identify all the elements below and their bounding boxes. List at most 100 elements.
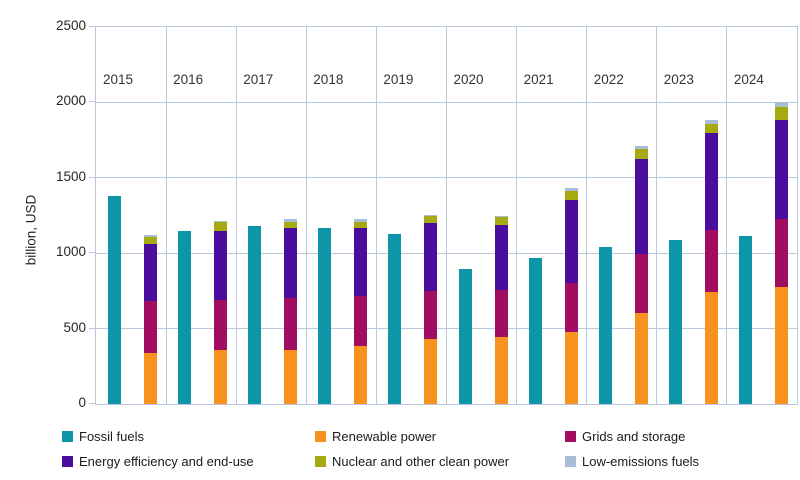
segment-low-emissions-fuels-2018 (354, 219, 368, 222)
segment-renewable-power-2015 (144, 353, 157, 404)
y-tick-label: 1500 (55, 168, 86, 184)
bar-clean-2016 (214, 220, 228, 404)
y-tick-label: 2500 (55, 18, 86, 33)
bar-clean-2019 (424, 214, 438, 404)
year-label: 2017 (243, 72, 274, 87)
y-axis-tick (89, 327, 95, 329)
segment-nuclear-and-other-clean-power-2018 (354, 221, 368, 229)
segment-low-emissions-fuels-2017 (284, 219, 298, 222)
legend-label: Grids and storage (582, 429, 686, 444)
year-label: 2022 (593, 72, 624, 87)
y-tick-label: 500 (63, 319, 86, 335)
segment-nuclear-and-other-clean-power-2024 (774, 106, 788, 120)
legend-label: Low-emissions fuels (582, 454, 700, 469)
bar-clean-2015 (144, 235, 157, 404)
y-axis-tick (89, 252, 95, 254)
segment-grids-and-storage-2022 (634, 253, 648, 313)
gridline-vertical (656, 27, 658, 404)
segment-low-emissions-fuels-2022 (634, 146, 648, 150)
gridline-vertical (516, 27, 518, 404)
gridline-vertical (235, 27, 237, 404)
bar-fossil-2021 (528, 258, 542, 404)
bar-fossil-2020 (458, 269, 472, 404)
gridline-vertical (586, 27, 588, 404)
y-tick-label: 2000 (55, 93, 86, 109)
segment-energy-efficiency-and-end-use-2019 (424, 223, 438, 291)
segment-low-emissions-fuels-2021 (564, 187, 578, 191)
segment-grids-and-storage-2019 (424, 290, 438, 340)
segment-renewable-power-2018 (354, 345, 368, 404)
y-axis-tick (89, 176, 95, 178)
segment-low-emissions-fuels-2019 (424, 214, 438, 217)
y-axis-tick (89, 403, 95, 404)
bar-fossil-2024 (738, 235, 752, 404)
segment-renewable-power-2022 (634, 312, 648, 404)
bar-clean-2022 (634, 146, 648, 404)
segment-grids-and-storage-2020 (494, 290, 508, 337)
bar-fossil-2016 (178, 231, 192, 404)
bar-fossil-2018 (318, 227, 332, 404)
segment-renewable-power-2021 (564, 332, 578, 404)
segment-nuclear-and-other-clean-power-2016 (214, 222, 228, 231)
legend-item-renewable-power: Renewable power (315, 429, 436, 444)
bar-clean-2021 (564, 187, 578, 404)
year-label: 2021 (523, 72, 554, 87)
segment-low-emissions-fuels-2024 (774, 102, 788, 107)
legend-item-low-emissions-fuels: Low-emissions fuels (565, 454, 699, 469)
segment-renewable-power-2020 (494, 336, 508, 404)
y-axis-tick (89, 26, 95, 27)
segment-energy-efficiency-and-end-use-2018 (354, 228, 368, 297)
legend-item-fossil-fuels: Fossil fuels (62, 429, 144, 444)
y-tick-label: 0 (78, 395, 86, 410)
year-label: 2020 (453, 72, 484, 87)
segment-energy-efficiency-and-end-use-2022 (634, 158, 648, 254)
legend-swatch-renewable-power (315, 431, 326, 442)
bar-clean-2020 (494, 215, 508, 404)
bar-clean-2024 (774, 102, 788, 404)
year-label: 2015 (103, 72, 134, 87)
year-label: 2016 (173, 72, 204, 87)
legend-label: Fossil fuels (79, 429, 145, 444)
bar-clean-2018 (354, 219, 368, 404)
segment-renewable-power-2019 (424, 339, 438, 404)
legend-item-energy-efficiency-and-end-use: Energy efficiency and end-use (62, 454, 254, 469)
segment-nuclear-and-other-clean-power-2022 (634, 149, 648, 159)
legend-swatch-grids-and-storage (565, 431, 576, 442)
legend-swatch-low-emissions-fuels (565, 456, 576, 467)
legend-label: Energy efficiency and end-use (79, 454, 254, 469)
segment-grids-and-storage-2023 (704, 229, 718, 292)
segment-nuclear-and-other-clean-power-2021 (564, 190, 578, 200)
segment-low-emissions-fuels-2016 (214, 220, 228, 223)
bar-fossil-2022 (598, 247, 612, 404)
segment-energy-efficiency-and-end-use-2021 (564, 199, 578, 283)
segment-renewable-power-2024 (774, 287, 788, 404)
legend-swatch-nuclear-and-other-clean-power (315, 456, 326, 467)
segment-energy-efficiency-and-end-use-2015 (144, 244, 157, 301)
segment-low-emissions-fuels-2015 (144, 235, 157, 238)
year-label: 2024 (733, 72, 764, 87)
gridline-vertical (375, 27, 377, 404)
bar-clean-2017 (284, 219, 298, 404)
legend-item-grids-and-storage: Grids and storage (565, 429, 685, 444)
year-label: 2019 (383, 72, 414, 87)
segment-energy-efficiency-and-end-use-2016 (214, 230, 228, 300)
y-tick-label: 1000 (55, 244, 86, 260)
gridline-vertical (305, 27, 307, 404)
segment-grids-and-storage-2015 (144, 300, 157, 354)
segment-low-emissions-fuels-2023 (704, 119, 718, 124)
segment-nuclear-and-other-clean-power-2020 (494, 217, 508, 225)
bar-fossil-2015 (108, 195, 121, 404)
bar-fossil-2017 (248, 226, 262, 404)
legend-swatch-fossil-fuels (62, 431, 73, 442)
bar-fossil-2019 (388, 234, 402, 404)
segment-renewable-power-2016 (214, 350, 228, 404)
segment-grids-and-storage-2017 (284, 298, 298, 350)
segment-energy-efficiency-and-end-use-2023 (704, 133, 718, 230)
segment-nuclear-and-other-clean-power-2017 (284, 221, 298, 229)
year-label: 2023 (663, 72, 694, 87)
segment-grids-and-storage-2021 (564, 282, 578, 333)
plot-area: 2015 2016 2017 2018 2019 2020 2021 2022 2023 2024 (95, 26, 798, 405)
segment-low-emissions-fuels-2020 (494, 215, 508, 218)
segment-grids-and-storage-2018 (354, 296, 368, 346)
